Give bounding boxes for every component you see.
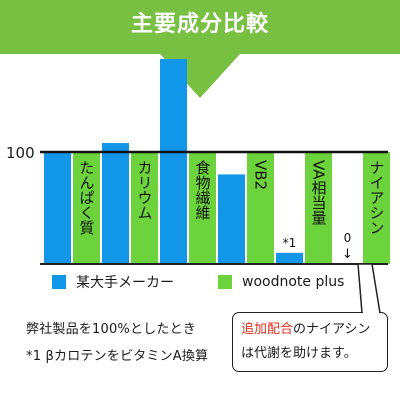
legend-label-competitor: 某大手メーカー bbox=[76, 275, 174, 291]
bar-woodnote-2 bbox=[189, 152, 216, 264]
annotation-0: *1 bbox=[283, 236, 297, 250]
callout-box: 追加配合のナイアシン は代謝を助けます。 bbox=[232, 312, 388, 372]
legend-item-woodnote: woodnote plus bbox=[218, 271, 344, 293]
category-label-5: ナイアシン bbox=[368, 160, 386, 235]
tick-label-100: 100 bbox=[6, 144, 35, 162]
bar-competitor-0 bbox=[44, 152, 71, 264]
category-label-2: 食物繊維 bbox=[194, 160, 212, 220]
bars bbox=[44, 59, 390, 264]
banner-background bbox=[0, 0, 400, 54]
chart-title: 主要成分比較 bbox=[130, 12, 269, 37]
legend-swatch-green bbox=[218, 275, 232, 289]
category-label-4: VA相当量 bbox=[310, 160, 328, 225]
bar-competitor-2 bbox=[160, 59, 187, 264]
bar-woodnote-3 bbox=[247, 152, 274, 264]
bar-woodnote-0 bbox=[73, 152, 100, 264]
annotation-arrow-1: ↓ bbox=[342, 247, 353, 262]
category-label-0: たんぱく質 bbox=[78, 160, 96, 235]
bar-competitor-3 bbox=[218, 174, 245, 264]
category-label-3: VB2 bbox=[252, 160, 270, 190]
callout-text: のナイアシン bbox=[293, 322, 371, 337]
bar-competitor-4 bbox=[276, 252, 303, 264]
bar-woodnote-5 bbox=[363, 152, 390, 264]
bar-woodnote-1 bbox=[131, 152, 158, 264]
bar-competitor-1 bbox=[102, 143, 129, 264]
bar-woodnote-4 bbox=[305, 152, 332, 264]
legend-item-competitor: 某大手メーカー bbox=[52, 271, 174, 293]
legend-label-woodnote: woodnote plus bbox=[242, 274, 345, 290]
callout-text-line2: は代謝を助けます。 bbox=[241, 346, 357, 361]
legend-swatch-blue bbox=[52, 275, 66, 289]
category-label-1: カリウム bbox=[136, 160, 154, 220]
callout-highlight: 追加配合 bbox=[241, 322, 294, 337]
note-basis: 弊社製品を100%としたとき bbox=[26, 322, 196, 337]
note-footnote: *1 βカロテンをビタミンA換算 bbox=[26, 349, 209, 364]
annotation-1: 0 bbox=[344, 231, 352, 245]
